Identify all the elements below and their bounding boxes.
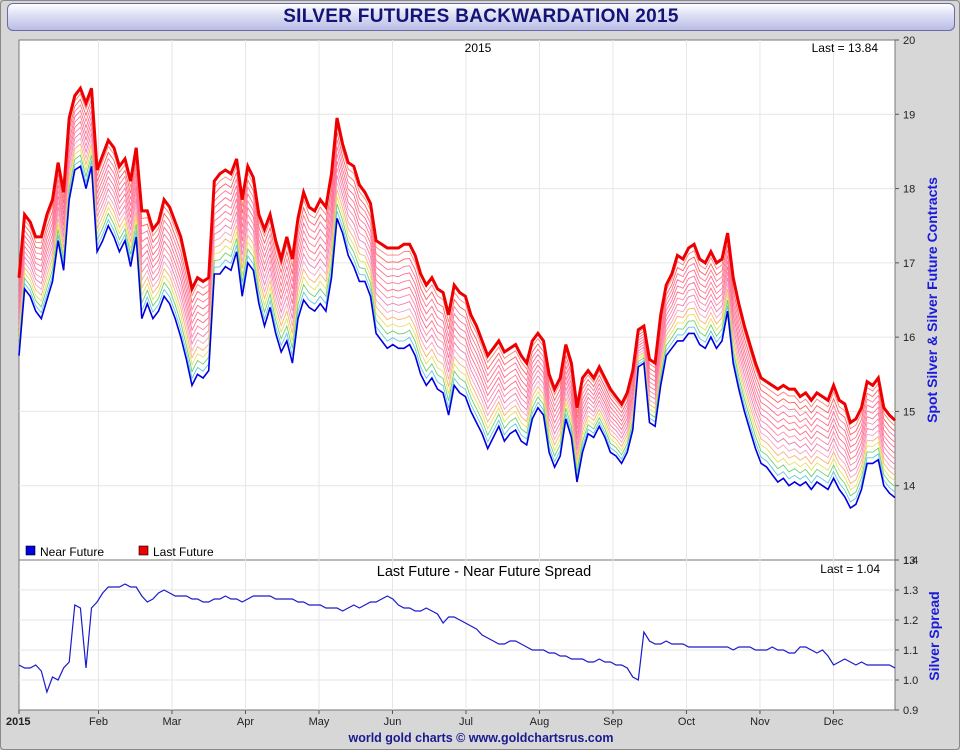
footer-credit: world gold charts © www.goldchartsrus.co… <box>348 731 614 745</box>
legend-last-swatch <box>138 545 149 556</box>
spread-line <box>18 583 896 694</box>
main-tick-label-2: 15 <box>903 406 915 418</box>
spread-y-axis-label: Silver Spread <box>926 591 942 681</box>
contract-line-11 <box>18 148 896 491</box>
x-label-mar: Mar <box>163 716 182 728</box>
x-label-jun: Jun <box>384 716 402 728</box>
contract-line-1 <box>18 92 896 430</box>
main-tick-label-0: 13 <box>903 555 915 567</box>
x-label-aug: Aug <box>530 716 550 728</box>
main-chart-title: 2015 <box>465 41 492 55</box>
spread-y-ticks: 0.9 1.0 1.1 1.2 1.3 1.4 <box>895 555 918 717</box>
contract-line-10 <box>18 143 896 485</box>
chart-title: SILVER FUTURES BACKWARDATION 2015 <box>283 6 679 27</box>
legend-last-label: Last Future <box>153 545 214 559</box>
main-panel <box>18 39 896 561</box>
x-label-jul: Jul <box>459 716 473 728</box>
legend-near-swatch <box>25 545 36 556</box>
spread-tick-label-1: 1.0 <box>903 675 918 687</box>
spread-tick-label-5: 1.4 <box>903 555 918 567</box>
x-label-oct: Oct <box>678 716 695 728</box>
contract-line-4 <box>18 109 896 448</box>
contract-line-13 <box>18 159 896 503</box>
main-tick-label-4: 17 <box>903 258 915 270</box>
main-last-label: Last = 13.84 <box>812 41 879 55</box>
intermediate-contracts <box>18 92 896 503</box>
x-label-nov: Nov <box>750 716 770 728</box>
last-future-line <box>17 85 897 425</box>
spread-tick-label-2: 1.1 <box>903 645 918 657</box>
contract-line-12 <box>18 154 896 497</box>
legend-near-label: Near Future <box>40 545 104 559</box>
spread-tick-label-3: 1.2 <box>903 615 918 627</box>
x-label-feb: Feb <box>89 716 108 728</box>
x-label-sep: Sep <box>603 716 623 728</box>
main-tick-label-7: 20 <box>903 35 915 47</box>
x-month-labels: 2015 Feb Mar Apr May Jun Jul Aug Sep Oct Nov Dec <box>6 710 844 728</box>
x-label-may: May <box>309 716 330 728</box>
contract-line-8 <box>18 132 896 473</box>
contract-line-2 <box>18 98 896 436</box>
x-label-dec: Dec <box>824 716 844 728</box>
main-gridlines <box>19 40 895 560</box>
spread-last-label: Last = 1.04 <box>820 562 880 576</box>
main-y-ticks: 13 14 15 16 17 18 19 20 <box>895 35 915 567</box>
x-label-2015: 2015 <box>6 716 30 728</box>
spread-tick-label-0: 0.9 <box>903 705 918 717</box>
x-label-apr: Apr <box>237 716 254 728</box>
main-y-axis-label: Spot Silver & Silver Future Contracts <box>924 177 940 423</box>
contract-line-3 <box>18 104 896 442</box>
spread-tick-label-4: 1.3 <box>903 585 918 597</box>
main-tick-label-5: 18 <box>903 184 915 196</box>
near-future-line <box>18 165 896 510</box>
main-tick-label-6: 19 <box>903 109 915 121</box>
spread-chart-title: Last Future - Near Future Spread <box>377 564 591 580</box>
contract-line-7 <box>18 126 896 466</box>
spread-panel <box>18 559 896 711</box>
main-tick-label-3: 16 <box>903 332 915 344</box>
contract-line-9 <box>18 137 896 479</box>
contract-line-5 <box>18 115 896 454</box>
contract-line-6 <box>18 120 896 460</box>
main-tick-label-1: 14 <box>903 481 915 493</box>
title-bar: SILVER FUTURES BACKWARDATION 2015 <box>7 3 955 31</box>
